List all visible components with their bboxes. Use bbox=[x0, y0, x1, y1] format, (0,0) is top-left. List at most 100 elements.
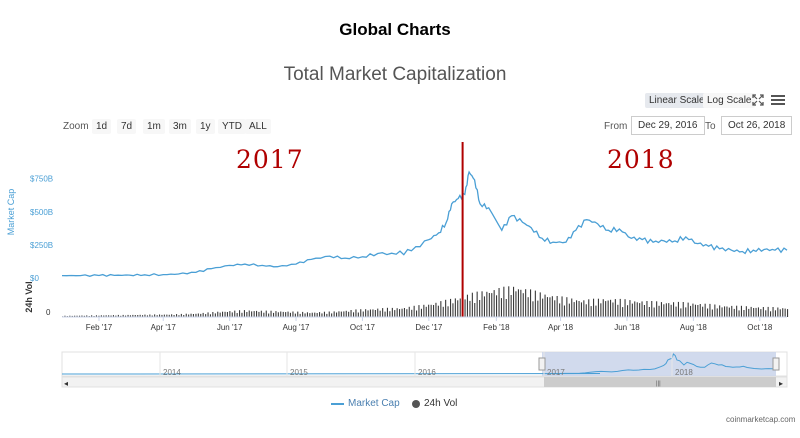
volume-bar bbox=[122, 314, 124, 317]
volume-bar bbox=[617, 304, 619, 317]
navigator-series-line bbox=[61, 353, 776, 375]
legend-item-market-cap[interactable]: Market Cap bbox=[348, 398, 400, 409]
volume-bar bbox=[721, 307, 723, 317]
volume-bar bbox=[418, 305, 420, 317]
volume-bar bbox=[154, 314, 156, 317]
volume-bar bbox=[311, 312, 313, 317]
volume-bar bbox=[326, 313, 328, 317]
volume-bar bbox=[530, 289, 532, 317]
x-tick-label: Apr '18 bbox=[548, 323, 574, 332]
volume-bar bbox=[690, 305, 692, 317]
x-tick-label: Feb '18 bbox=[483, 323, 510, 332]
volume-bar bbox=[108, 315, 110, 317]
zoom-7d-button[interactable]: 7d bbox=[117, 119, 137, 134]
volume-bar bbox=[202, 312, 204, 317]
volume-bar bbox=[207, 312, 209, 317]
volume-bar bbox=[483, 296, 485, 317]
zoom-ytd-button[interactable]: YTD bbox=[218, 119, 246, 134]
fullscreen-icon[interactable] bbox=[752, 94, 764, 106]
volume-bar bbox=[64, 315, 66, 317]
volume-bar bbox=[323, 311, 325, 317]
volume-bar bbox=[493, 290, 495, 317]
volume-bar bbox=[711, 309, 713, 317]
volume-bar bbox=[622, 307, 624, 317]
volume-bar bbox=[403, 308, 405, 317]
volume-bar bbox=[86, 315, 88, 317]
volume-bar bbox=[282, 311, 284, 317]
volume-bar bbox=[425, 306, 427, 317]
volume-bar bbox=[517, 289, 519, 317]
navigator-scrollbar-track[interactable] bbox=[61, 376, 788, 388]
from-label: From bbox=[604, 121, 628, 132]
zoom-1d-button[interactable]: 1d bbox=[92, 119, 112, 134]
volume-bar bbox=[442, 306, 444, 317]
volume-bar bbox=[253, 311, 255, 317]
volume-bar bbox=[321, 313, 323, 317]
navigator-scrollbar-thumb[interactable] bbox=[544, 377, 776, 387]
credit-link[interactable]: coinmarketcap.com bbox=[726, 415, 796, 424]
log-scale-button[interactable]: Log Scale bbox=[703, 93, 756, 108]
zoom-3m-button[interactable]: 3m bbox=[169, 119, 191, 134]
volume-bar bbox=[566, 297, 568, 317]
volume-bar bbox=[333, 311, 335, 317]
volume-bar bbox=[236, 313, 238, 317]
from-date-input[interactable]: Dec 29, 2016 bbox=[631, 116, 705, 135]
hamburger-menu-icon[interactable] bbox=[771, 94, 785, 106]
volume-bar bbox=[382, 308, 384, 317]
navigator-tick-label: 2014 bbox=[163, 368, 181, 377]
to-label: To bbox=[705, 121, 716, 132]
volume-bar bbox=[687, 302, 689, 317]
volume-bar bbox=[753, 308, 755, 317]
volume-bar bbox=[597, 298, 599, 317]
volume-bar bbox=[338, 311, 340, 317]
volume-bar bbox=[471, 292, 473, 317]
volume-bar bbox=[546, 297, 548, 317]
volume-bar bbox=[219, 312, 221, 317]
navigator-right-handle[interactable] bbox=[772, 357, 780, 371]
zoom-1y-button[interactable]: 1y bbox=[196, 119, 215, 134]
zoom-1m-button[interactable]: 1m bbox=[143, 119, 165, 134]
volume-bar bbox=[367, 310, 369, 317]
y-tick-label: $0 bbox=[30, 274, 39, 283]
volume-bar bbox=[571, 298, 573, 317]
volume-bar bbox=[289, 312, 291, 317]
linear-scale-button[interactable]: Linear Scale bbox=[645, 93, 709, 108]
volume-bar bbox=[98, 315, 100, 317]
navigator-tick-label: 2016 bbox=[418, 368, 436, 377]
volume-bar bbox=[532, 301, 534, 317]
volume-bar bbox=[132, 314, 134, 317]
zoom-all-button[interactable]: ALL bbox=[245, 119, 271, 134]
navigator-left-handle[interactable] bbox=[538, 357, 546, 371]
scroll-right-arrow-icon[interactable]: ▸ bbox=[779, 379, 783, 388]
volume-bar bbox=[631, 303, 633, 317]
scroll-left-arrow-icon[interactable]: ◂ bbox=[64, 379, 68, 388]
volume-bar bbox=[707, 308, 709, 317]
volume-bar bbox=[627, 305, 629, 317]
volume-bar bbox=[719, 305, 721, 317]
volume-bar bbox=[260, 310, 262, 317]
navigator[interactable]: 2014 2015 2016 2017 2018 ◂ ▸ ||| bbox=[61, 351, 788, 388]
volume-bar bbox=[733, 308, 735, 317]
volume-bar bbox=[500, 298, 502, 317]
volume-bar bbox=[343, 311, 345, 317]
volume-bar bbox=[527, 297, 529, 317]
legend-item-volume[interactable]: 24h Vol bbox=[424, 398, 458, 409]
to-date-input[interactable]: Oct 26, 2018 bbox=[721, 116, 793, 135]
x-tick-label: Aug '17 bbox=[283, 323, 310, 332]
volume-bar bbox=[452, 303, 454, 317]
volume-bar bbox=[435, 302, 437, 317]
volume-bar bbox=[357, 312, 359, 317]
volume-bar bbox=[774, 310, 776, 317]
volume-bar bbox=[125, 315, 127, 317]
navigator-selected-range[interactable] bbox=[542, 352, 776, 376]
volume-bar bbox=[777, 307, 779, 317]
navigator-tick-label: 2017 bbox=[547, 368, 565, 377]
volume-bar bbox=[285, 312, 287, 317]
volume-bar bbox=[665, 303, 667, 317]
volume-bar bbox=[476, 291, 478, 317]
volume-bar bbox=[551, 296, 553, 317]
volume-bar bbox=[765, 310, 767, 317]
volume-bar bbox=[389, 311, 391, 317]
volume-bar bbox=[180, 313, 182, 317]
